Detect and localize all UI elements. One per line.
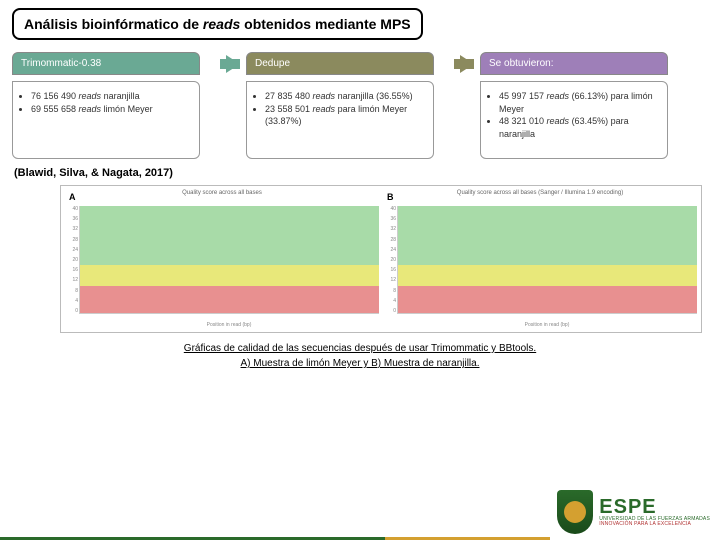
chart-panel: AQuality score across all bases403632282… xyxy=(65,190,379,328)
step-header: Trimommatic-0.38 xyxy=(12,52,200,75)
shield-icon xyxy=(557,490,593,534)
x-axis: Position in read (bp) xyxy=(79,322,379,328)
step-item: 27 835 480 reads naranjilla (36.55%) xyxy=(265,90,427,103)
y-axis: 4036322824201612840 xyxy=(65,198,79,328)
step-item: 69 555 658 reads limón Meyer xyxy=(31,103,193,116)
flow-step: Se obtuvieron: 45 997 157 reads (66.13%) … xyxy=(480,52,668,159)
panel-title: Quality score across all bases xyxy=(65,190,379,196)
quality-charts: AQuality score across all bases403632282… xyxy=(60,185,702,333)
flow-step: Dedupe 27 835 480 reads naranjilla (36.55… xyxy=(246,52,434,159)
chart-caption: Gráficas de calidad de las secuencias de… xyxy=(0,341,720,371)
step-content: 76 156 490 reads naranjilla69 555 658 re… xyxy=(12,81,200,159)
logo-text: ESPE UNIVERSIDAD DE LAS FUERZAS ARMADAS … xyxy=(599,497,710,528)
x-axis: Position in read (bp) xyxy=(397,322,697,328)
title-suffix: obtenidos mediante MPS xyxy=(240,16,410,32)
step-content: 45 997 157 reads (66.13%) para limón Mey… xyxy=(480,81,668,159)
plot-area xyxy=(79,206,379,314)
y-axis: 4036322824201612840 xyxy=(383,198,397,328)
page-title: Análisis bioinfórmatico de reads obtenid… xyxy=(12,8,423,40)
step-item: 45 997 157 reads (66.13%) para limón Mey… xyxy=(499,90,661,115)
espe-logo: ESPE UNIVERSIDAD DE LAS FUERZAS ARMADAS … xyxy=(557,490,710,534)
plot-area xyxy=(397,206,697,314)
flow-step: Trimommatic-0.38 76 156 490 reads naranji… xyxy=(12,52,200,159)
citation: (Blawid, Silva, & Nagata, 2017) xyxy=(14,167,720,179)
step-item: 76 156 490 reads naranjilla xyxy=(31,90,193,103)
caption-line1: Gráficas de calidad de las secuencias de… xyxy=(184,343,536,354)
step-header: Dedupe xyxy=(246,52,434,75)
panel-title: Quality score across all bases (Sanger /… xyxy=(383,190,697,196)
title-prefix: Análisis bioinfórmatico de xyxy=(24,16,203,32)
flow-arrow xyxy=(206,52,240,76)
chart-panel: BQuality score across all bases (Sanger … xyxy=(383,190,697,328)
step-item: 48 321 010 reads (63.45%) para naranjill… xyxy=(499,115,661,140)
step-item: 23 558 501 reads para limón Meyer (33.87… xyxy=(265,103,427,128)
flow-diagram: Trimommatic-0.38 76 156 490 reads naranji… xyxy=(12,52,708,159)
logo-name: ESPE xyxy=(599,497,710,517)
flow-arrow xyxy=(440,52,474,76)
logo-sub2: INNOVACIÓN PARA LA EXCELENCIA xyxy=(599,522,710,528)
step-header: Se obtuvieron: xyxy=(480,52,668,75)
step-content: 27 835 480 reads naranjilla (36.55%)23 5… xyxy=(246,81,434,159)
title-italic: reads xyxy=(203,16,240,32)
caption-line2: A) Muestra de limón Meyer y B) Muestra d… xyxy=(241,358,480,369)
